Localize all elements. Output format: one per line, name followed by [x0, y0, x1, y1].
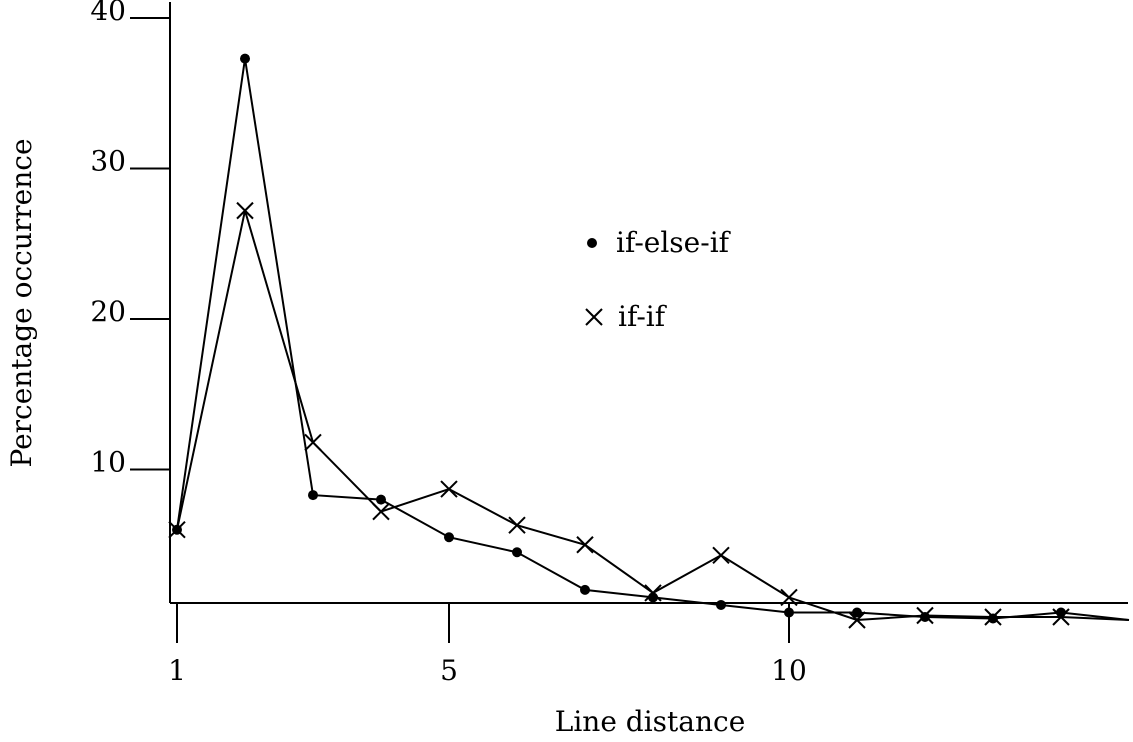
- data-point: [988, 613, 998, 624]
- data-point: [576, 536, 594, 554]
- y-tick-label: 10: [90, 446, 126, 479]
- x-ticks: 1 5 10: [168, 603, 807, 687]
- legend-label: if-if: [618, 300, 668, 333]
- legend-item: if-if: [585, 300, 668, 333]
- data-point: [168, 520, 186, 539]
- y-axis-title: Percentage occurrence: [5, 138, 38, 467]
- data-point: [444, 532, 454, 543]
- x-tick-label: 1: [168, 654, 186, 687]
- data-point: [852, 607, 862, 618]
- data-point: [1052, 608, 1070, 626]
- x-tick-label: 5: [440, 654, 458, 687]
- legend-label: if-else-if: [616, 226, 732, 259]
- axes: [169, 2, 1128, 604]
- x-tick-label: 10: [771, 654, 807, 687]
- data-point: [580, 584, 590, 595]
- y-tick-label: 20: [90, 295, 126, 328]
- dot-marker-icon: [587, 238, 597, 248]
- x-axis-title: Line distance: [555, 705, 746, 738]
- series-if-else-if: [172, 53, 1130, 624]
- data-point: [916, 606, 934, 625]
- y-tick-label: 40: [90, 0, 126, 27]
- data-point: [712, 546, 730, 564]
- data-point: [920, 611, 930, 622]
- data-point: [512, 547, 522, 558]
- data-point: [508, 516, 526, 534]
- data-point: [240, 53, 250, 64]
- data-point: [376, 494, 386, 505]
- data-point: [236, 201, 254, 220]
- data-point: [304, 433, 322, 452]
- series-if-if: [168, 201, 1130, 629]
- data-point: [308, 490, 318, 501]
- series-line: [176, 58, 1130, 621]
- data-point: [644, 584, 662, 602]
- y-tick-label: 30: [90, 145, 126, 178]
- data-point: [784, 607, 794, 618]
- data-point: [848, 611, 866, 629]
- series-layer: [168, 53, 1130, 629]
- legend: if-else-if if-if: [585, 226, 732, 333]
- cross-marker-icon: [585, 308, 603, 326]
- data-point: [716, 599, 726, 610]
- series-line: [176, 210, 1130, 622]
- data-point: [372, 502, 390, 521]
- data-point: [440, 480, 458, 498]
- y-ticks: 10 20 30 40: [90, 0, 170, 479]
- legend-item: if-else-if: [587, 226, 732, 259]
- data-point: [984, 608, 1002, 626]
- data-point: [780, 588, 798, 607]
